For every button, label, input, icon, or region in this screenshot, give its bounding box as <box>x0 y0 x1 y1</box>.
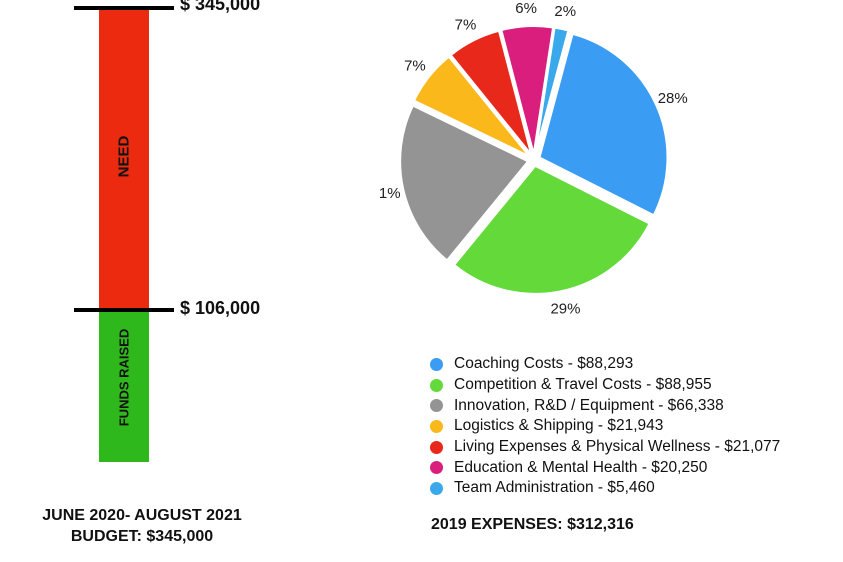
legend-color-dot <box>430 357 443 371</box>
legend-color-dot <box>430 378 443 392</box>
legend-color-dot <box>430 481 443 495</box>
pie-percent-label: 7% <box>404 58 426 75</box>
legend-color-dot <box>430 399 443 413</box>
budget-caption-total: BUDGET: $345,000 <box>70 528 214 545</box>
pie-percent-label: 29% <box>550 301 580 318</box>
pie-slice <box>500 25 555 155</box>
legend-label: Innovation, R&D / Equipment - $66,338 <box>454 396 724 414</box>
pie-slice <box>412 55 531 158</box>
legend-color-dot <box>430 419 443 433</box>
expenses-pie-chart: 28% 29% 21% 7% 7% 6% 2% <box>380 0 688 318</box>
funds-raised-bar <box>99 310 149 462</box>
legend-item: Team Administration - $5,460 <box>430 478 780 499</box>
budget-total-amount: $ 345,000 <box>180 0 261 14</box>
legend-item: Competition & Travel Costs - $88,955 <box>430 375 780 396</box>
legend-item: Coaching Costs - $88,293 <box>430 354 780 375</box>
legend-label: Living Expenses & Physical Wellness - $2… <box>454 438 781 456</box>
legend-item: Innovation, R&D / Equipment - $66,338 <box>430 395 780 416</box>
legend-label: Coaching Costs - $88,293 <box>454 355 634 373</box>
legend-label: Logistics & Shipping - $21,943 <box>454 417 664 435</box>
pie-legend: Coaching Costs - $88,293 Competition & Tr… <box>430 354 780 499</box>
legend-item: Living Expenses & Physical Wellness - $2… <box>430 437 780 458</box>
pie-slice <box>452 164 651 295</box>
need-bar <box>99 8 149 310</box>
funds-raised-marker <box>74 308 174 312</box>
pie-percent-label: 21% <box>380 185 401 202</box>
legend-color-dot <box>430 461 443 475</box>
legend-label: Team Administration - $5,460 <box>454 479 655 497</box>
budget-top-marker <box>74 6 174 10</box>
pie-percent-label: 2% <box>554 3 576 20</box>
legend-color-dot <box>430 440 443 454</box>
budget-caption: JUNE 2020- AUGUST 2021 BUDGET: $345,000 <box>10 505 274 547</box>
funds-raised-amount: $ 106,000 <box>180 298 261 318</box>
pie-slice <box>534 26 570 155</box>
funds-raised-label: FUNDS RAISED <box>116 328 132 427</box>
expenses-caption: 2019 EXPENSES: $312,316 <box>431 516 634 533</box>
need-label: NEED <box>115 135 133 178</box>
pie-percent-label: 7% <box>455 16 477 33</box>
legend-label: Competition & Travel Costs - $88,955 <box>454 376 712 394</box>
pie-slice <box>449 29 533 156</box>
pie-percent-label: 28% <box>658 90 688 107</box>
legend-item: Education & Mental Health - $20,250 <box>430 457 780 478</box>
pie-percent-label: 6% <box>515 0 537 17</box>
legend-item: Logistics & Shipping - $21,943 <box>430 416 780 437</box>
pie-slice <box>399 104 530 262</box>
pie-slice <box>538 32 669 217</box>
budget-caption-period: JUNE 2020- AUGUST 2021 <box>42 507 242 524</box>
legend-label: Education & Mental Health - $20,250 <box>454 458 708 476</box>
